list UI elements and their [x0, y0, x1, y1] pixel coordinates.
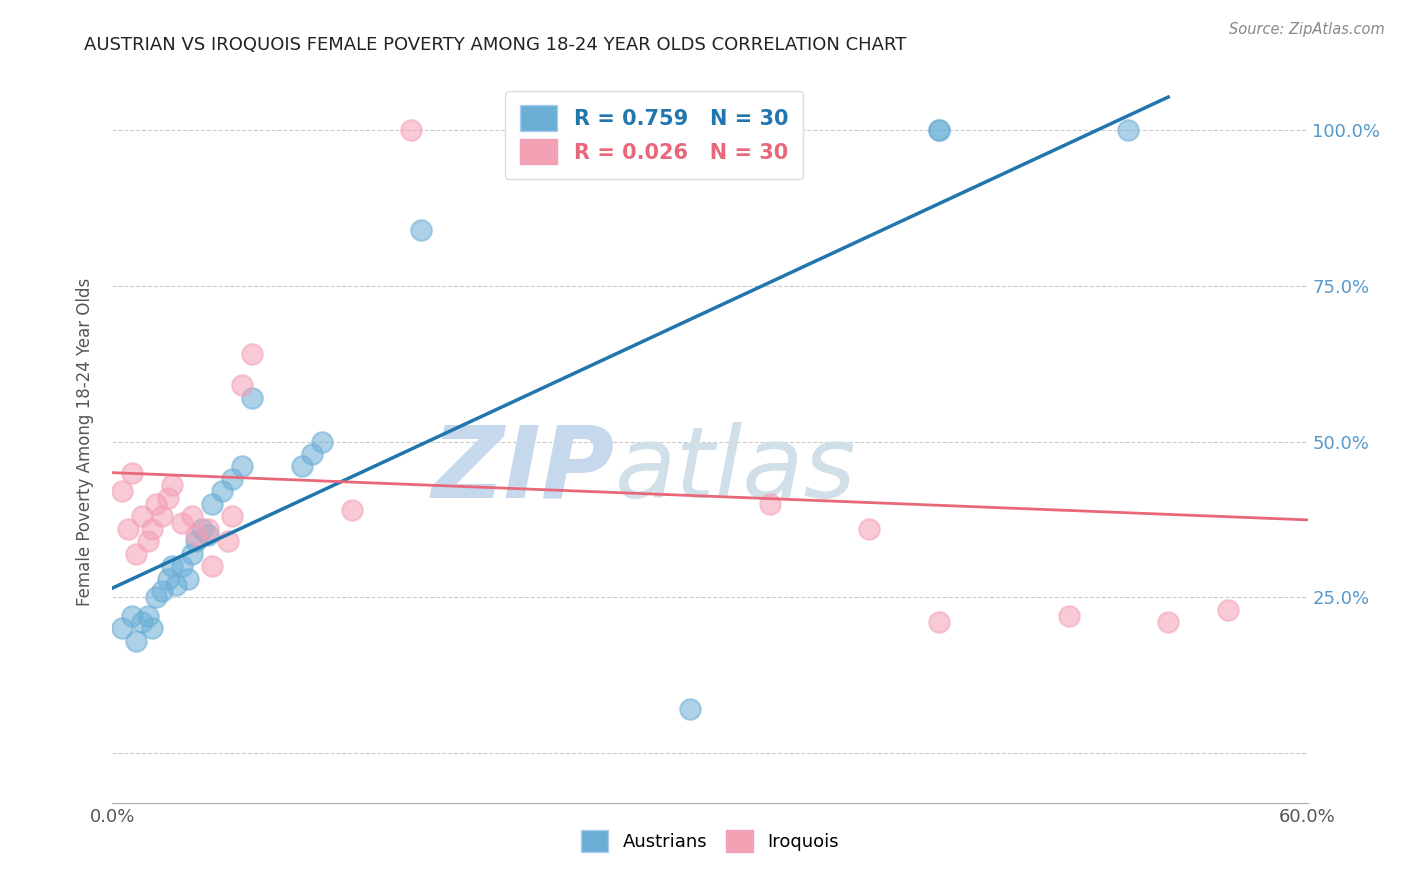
Point [186, 534, 208, 549]
Point [125, 633, 148, 648]
Point [165, 578, 187, 592]
Point [311, 434, 333, 449]
Point [197, 522, 219, 536]
Point [858, 522, 880, 536]
Point [172, 516, 194, 530]
Point [221, 509, 243, 524]
Point [1157, 615, 1180, 630]
Point [162, 559, 183, 574]
Point [145, 591, 167, 605]
Y-axis label: Female Poverty Among 18-24 Year Olds: Female Poverty Among 18-24 Year Olds [76, 277, 94, 606]
Point [191, 522, 214, 536]
Point [217, 534, 239, 549]
Point [928, 123, 950, 137]
Text: AUSTRIAN VS IROQUOIS FEMALE POVERTY AMONG 18-24 YEAR OLDS CORRELATION CHART: AUSTRIAN VS IROQUOIS FEMALE POVERTY AMON… [84, 36, 907, 54]
Point [138, 534, 160, 549]
Point [231, 459, 253, 474]
Text: atlas: atlas [614, 422, 856, 519]
Point [340, 503, 363, 517]
Point [211, 484, 233, 499]
Point [1057, 609, 1080, 624]
Point [1118, 123, 1140, 137]
Point [172, 559, 194, 574]
Point [157, 572, 180, 586]
Point [157, 491, 180, 505]
Point [679, 123, 702, 137]
Point [121, 609, 143, 624]
Legend: Austrians, Iroquois: Austrians, Iroquois [574, 822, 846, 859]
Point [141, 621, 163, 635]
Point [131, 509, 153, 524]
Text: ZIP: ZIP [432, 422, 614, 519]
Point [291, 459, 314, 474]
Point [121, 466, 143, 480]
Point [125, 547, 148, 561]
Point [201, 497, 224, 511]
Point [928, 123, 950, 137]
Point [141, 522, 163, 536]
Point [138, 609, 160, 624]
Point [181, 509, 204, 524]
Point [411, 223, 433, 237]
Point [162, 478, 183, 492]
Point [240, 347, 263, 361]
Point [759, 497, 782, 511]
Point [1216, 603, 1239, 617]
Point [111, 621, 134, 635]
Point [197, 528, 219, 542]
Point [201, 559, 224, 574]
Point [301, 447, 323, 461]
Point [177, 572, 200, 586]
Point [928, 615, 950, 630]
Point [145, 497, 167, 511]
Point [111, 484, 134, 499]
Point [150, 584, 173, 599]
Point [240, 391, 263, 405]
Point [150, 509, 173, 524]
Point [231, 378, 253, 392]
Point [401, 123, 423, 137]
Point [131, 615, 153, 630]
Text: Source: ZipAtlas.com: Source: ZipAtlas.com [1229, 22, 1385, 37]
Point [181, 547, 204, 561]
Point [117, 522, 139, 536]
Point [520, 123, 543, 137]
Point [186, 528, 208, 542]
Point [221, 472, 243, 486]
Point [679, 702, 702, 716]
